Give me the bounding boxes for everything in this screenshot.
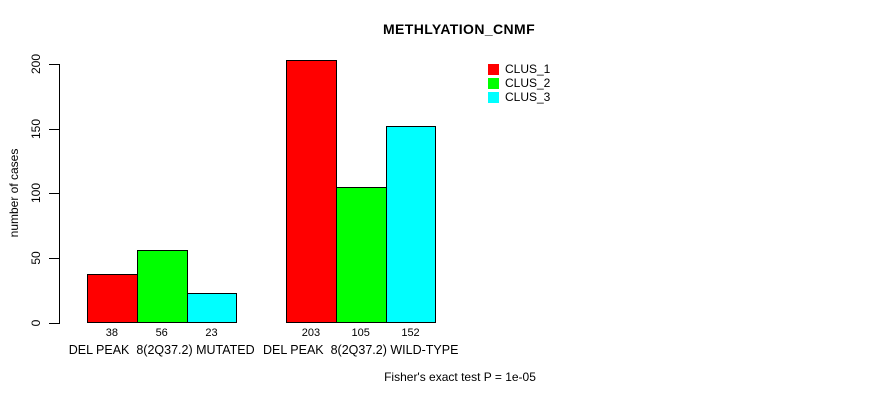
y-tick-label: 150 [29,118,43,140]
category-label-group2: DEL PEAK 8(2Q37.2) WILD-TYPE [262,343,459,357]
bar-clus_3-group1 [187,293,237,323]
bar-clus_3-group2 [386,126,436,323]
bar-clus_2-group2 [336,187,387,323]
category-label-group1: DEL PEAK 8(2Q37.2) MUTATED [68,343,255,357]
y-tick-label: 200 [29,53,43,75]
y-tick-mark [49,323,60,324]
legend-label: CLUS_3 [505,90,551,104]
y-tick-mark [49,193,60,194]
legend-item-clus_3: CLUS_3 [488,90,550,104]
legend: CLUS_1 CLUS_2 CLUS_3 [488,62,550,104]
bar-value-label: 203 [301,327,321,339]
legend-item-clus_2: CLUS_2 [488,76,550,90]
bar-value-label: 105 [351,327,370,339]
footnote-fisher-test: Fisher's exact test P = 1e-05 [384,370,536,384]
y-tick-label: 100 [29,182,43,204]
y-axis-label: number of cases [7,148,21,238]
bar-clus_1-group1 [87,274,138,323]
bar-value-label: 152 [401,327,420,339]
bar-value-label: 23 [205,327,218,339]
bar-value-label: 38 [105,327,119,339]
legend-swatch-clus_3 [488,91,499,103]
y-tick-mark [49,64,60,65]
legend-item-clus_1: CLUS_1 [488,62,550,76]
y-tick-mark [49,258,60,259]
legend-swatch-clus_2 [488,77,499,89]
y-tick-label: 0 [29,319,43,327]
legend-label: CLUS_2 [505,76,551,90]
y-tick-mark [49,129,60,130]
legend-swatch-clus_1 [488,63,499,75]
legend-label: CLUS_1 [505,62,551,76]
bar-clus_1-group2 [286,60,337,323]
chart-title: METHLYATION_CNMF [382,21,536,37]
bar-clus_2-group1 [137,250,188,323]
bar-value-label: 56 [155,327,168,339]
y-tick-label: 50 [29,251,43,265]
